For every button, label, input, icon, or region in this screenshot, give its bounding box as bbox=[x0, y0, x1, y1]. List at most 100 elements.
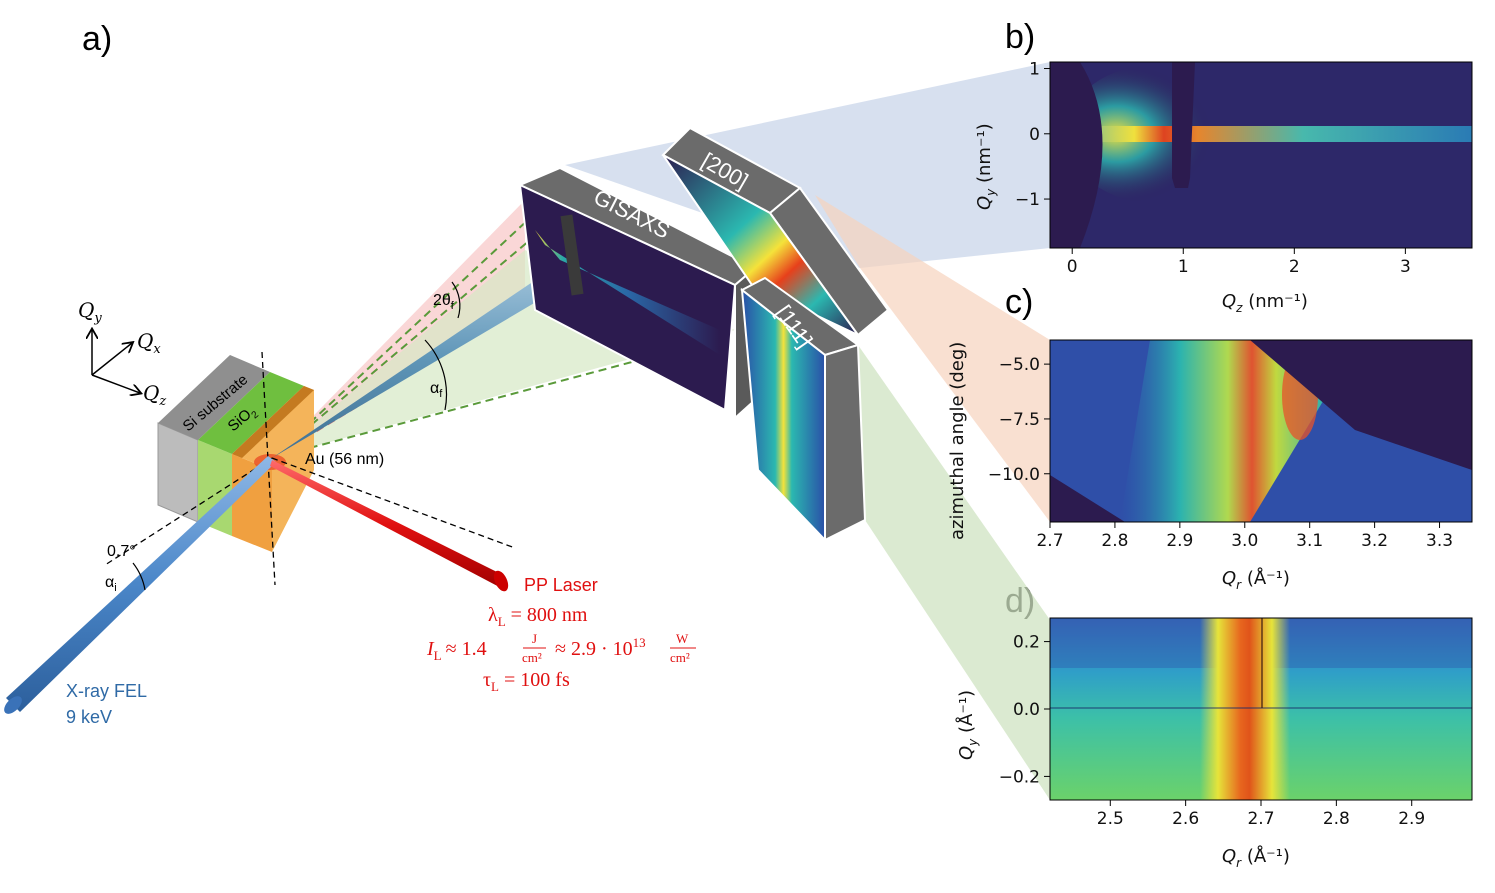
plot-c-ticks: 2.7 2.8 2.9 3.0 3.1 3.2 3.3 −5.0 −7.5 −10.0 bbox=[988, 355, 1453, 551]
laser-frac1-den: cm² bbox=[522, 650, 542, 665]
qy-label: Qy bbox=[78, 298, 102, 326]
surface-normal bbox=[261, 351, 276, 586]
panel-label-a: a) bbox=[82, 20, 112, 58]
si-top bbox=[158, 355, 270, 440]
plot-c-frame bbox=[1049, 339, 1473, 523]
laser-beam-end bbox=[493, 570, 509, 592]
panel-label-c: c) bbox=[1005, 283, 1033, 321]
xray-label-1: X-ray FEL bbox=[66, 681, 147, 701]
plotC-xtick-label: 3.2 bbox=[1361, 531, 1388, 551]
au-front bbox=[232, 454, 272, 552]
plotB-xtick-label: 1 bbox=[1178, 257, 1189, 277]
plotD-xtick-label: 2.8 bbox=[1323, 809, 1350, 829]
plotC-xtick-label: 2.8 bbox=[1101, 531, 1128, 551]
two-theta-arc bbox=[451, 281, 461, 319]
alpha-f-arc bbox=[424, 339, 448, 411]
si-front bbox=[157, 422, 199, 523]
laser-lambda: λL = 800 nm bbox=[488, 604, 588, 629]
qz-label: Qz bbox=[143, 381, 166, 409]
plotC-xtick-label: 3.1 bbox=[1296, 531, 1323, 551]
plot-b-streak bbox=[1050, 126, 1472, 142]
sio2-top bbox=[198, 372, 304, 454]
plotD-xtick-label: 2.6 bbox=[1172, 809, 1199, 829]
plot-c-mask-right bbox=[1250, 340, 1472, 470]
plotC-xtick-label: 3.3 bbox=[1426, 531, 1453, 551]
detector-111: [111] bbox=[740, 276, 867, 543]
plotB-ytick-label: −1 bbox=[1015, 190, 1040, 210]
plotB-xtick-label: 0 bbox=[1067, 257, 1078, 277]
dash-line-2 bbox=[271, 239, 531, 459]
plot-b-xlabel: Qz (nm⁻¹) bbox=[1222, 291, 1308, 315]
alpha-i-label: αi bbox=[105, 574, 117, 594]
plotC-ytick-label: −10.0 bbox=[988, 465, 1040, 485]
qx-label: Qx bbox=[137, 329, 161, 357]
xray-beam-end bbox=[4, 696, 22, 714]
ref-line-left bbox=[104, 457, 273, 566]
plot-c: 2.7 2.8 2.9 3.0 3.1 3.2 3.3 −5.0 −7.5 −10.0 Qr (Å… bbox=[947, 339, 1473, 592]
plotD-xtick-label: 2.7 bbox=[1247, 809, 1274, 829]
plotD-xtick-label: 2.9 bbox=[1398, 809, 1425, 829]
plot-b: 0 1 2 3 1 0 −1 Qz (nm⁻¹) Qy (nm⁻¹) bbox=[974, 60, 1473, 315]
detector-200: [200] bbox=[661, 126, 890, 337]
sample-stack: Si substrate SiO2 bbox=[157, 355, 314, 552]
plotB-ytick-label: 1 bbox=[1029, 60, 1040, 80]
xray-beam bbox=[6, 456, 276, 712]
plotD-ytick-label: −0.2 bbox=[999, 767, 1040, 787]
fan-200-to-c bbox=[815, 195, 1050, 522]
plot-b-beamstop bbox=[1172, 62, 1195, 188]
d200-face bbox=[662, 154, 859, 336]
xray-label-2: 9 keV bbox=[66, 707, 112, 727]
fan-111-to-d bbox=[858, 345, 1050, 800]
dash-line-1 bbox=[271, 217, 531, 459]
laser-frac1-num: J bbox=[532, 631, 537, 646]
laser-beam bbox=[270, 460, 505, 590]
d111-side bbox=[824, 343, 867, 542]
panel-label-b: b) bbox=[1005, 18, 1035, 56]
plot-c-ylabel: azimuthal angle (deg) bbox=[947, 342, 968, 540]
plot-c-mask-left bbox=[1050, 475, 1125, 522]
gisaxs-beamstop bbox=[560, 214, 584, 296]
alpha-f-label: αf bbox=[430, 380, 443, 400]
laser-frac2-den: cm² bbox=[670, 650, 690, 665]
plot-c-xlabel: Qr (Å⁻¹) bbox=[1222, 567, 1290, 592]
plot-d: 2.5 2.6 2.7 2.8 2.9 0.2 0.0 −0.2 Qr (Å⁻¹) Qy (Å… bbox=[955, 617, 1473, 870]
plot-d-band bbox=[1200, 618, 1290, 800]
plot-b-shadow bbox=[1050, 62, 1103, 248]
reciprocal-axes: Qy Qx Qz bbox=[78, 298, 166, 409]
laser-intensity-2: ≈ 2.9 · 1013 bbox=[555, 635, 646, 660]
laser-tau: τL = 100 fs bbox=[483, 669, 570, 694]
laser-params: PP Laser λL = 800 nm IL ≈ 1.4 J cm² ≈ 2.9… bbox=[426, 575, 696, 694]
au-top bbox=[232, 386, 314, 458]
plotC-xtick-label: 3.0 bbox=[1231, 531, 1258, 551]
laser-intensity: IL ≈ 1.4 bbox=[426, 638, 487, 663]
scattered-beam bbox=[272, 258, 580, 458]
plot-b-frame bbox=[1049, 61, 1473, 249]
angle-label: 0.7° bbox=[107, 543, 136, 560]
plotC-ytick-label: −5.0 bbox=[999, 355, 1040, 375]
plotB-ytick-label: 0 bbox=[1029, 125, 1040, 145]
two-theta-label: 2θf bbox=[433, 292, 455, 312]
plotD-ytick-label: 0.0 bbox=[1013, 700, 1040, 720]
plot-d-ylabel: Qy (Å⁻¹) bbox=[955, 690, 980, 760]
plotD-ytick-label: 0.2 bbox=[1013, 633, 1040, 653]
ref-line-right bbox=[271, 457, 516, 549]
plotD-xtick-label: 2.5 bbox=[1097, 809, 1124, 829]
plot-b-ylabel: Qy (nm⁻¹) bbox=[974, 123, 998, 210]
plotC-xtick-label: 2.9 bbox=[1166, 531, 1193, 551]
plot-b-ticks: 0 1 2 3 1 0 −1 bbox=[1015, 60, 1411, 277]
plotB-xtick-label: 3 bbox=[1400, 257, 1411, 277]
plotC-ytick-label: −7.5 bbox=[999, 410, 1040, 430]
plot-d-ticks: 2.5 2.6 2.7 2.8 2.9 0.2 0.0 −0.2 bbox=[999, 633, 1426, 829]
qz-arrow bbox=[91, 374, 140, 393]
au-label: Au (56 nm) bbox=[305, 451, 384, 468]
plotC-xtick-label: 2.7 bbox=[1036, 531, 1063, 551]
fan-gisaxs-to-b bbox=[565, 62, 1050, 268]
laser-title: PP Laser bbox=[524, 575, 598, 595]
fan-2theta bbox=[272, 200, 525, 458]
alpha-i-arc bbox=[132, 562, 146, 591]
d111-face bbox=[740, 287, 826, 543]
laser-frac2-num: W bbox=[676, 631, 689, 646]
qx-arrow bbox=[91, 343, 132, 376]
plot-d-xlabel: Qr (Å⁻¹) bbox=[1222, 845, 1290, 870]
